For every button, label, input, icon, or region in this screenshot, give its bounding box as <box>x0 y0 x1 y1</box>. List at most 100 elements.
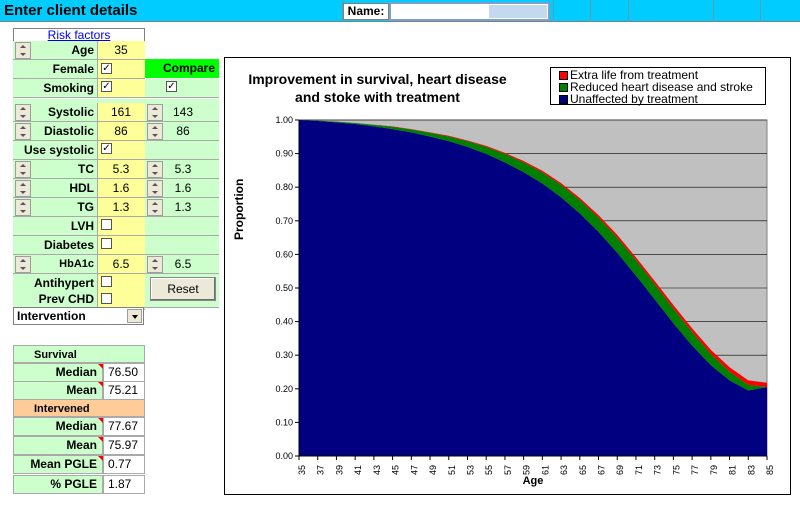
y-tick-label: 0.40 <box>275 317 293 327</box>
comment-marker-icon <box>98 382 103 387</box>
age-spinner[interactable] <box>15 42 31 59</box>
prev-chd-checkbox[interactable] <box>101 293 112 304</box>
tc-value[interactable]: 5.3 <box>112 162 130 176</box>
diabetes-checkbox[interactable] <box>101 238 112 249</box>
header-gridline <box>713 0 714 22</box>
x-tick-label: 55 <box>484 465 494 475</box>
median-value: 76.50 <box>103 363 145 382</box>
x-axis-label: Age <box>523 475 544 487</box>
age-label: Age <box>71 43 94 57</box>
tg-spinner[interactable] <box>15 199 31 216</box>
tc-compare-spinner[interactable] <box>147 161 163 178</box>
tg-value[interactable]: 1.3 <box>112 200 130 214</box>
tc-compare-value[interactable]: 5.3 <box>174 162 192 176</box>
x-tick-label: 65 <box>578 465 588 475</box>
systolic-compare-spinner[interactable] <box>147 104 163 121</box>
y-tick-label: 0.90 <box>275 149 293 159</box>
systolic-value[interactable]: 161 <box>110 105 132 119</box>
input-cell <box>97 160 145 179</box>
hba1c-spinner[interactable] <box>15 256 31 273</box>
hdl-label: HDL <box>69 181 94 195</box>
systolic-spinner[interactable] <box>15 104 31 121</box>
x-tick-label: 85 <box>765 465 775 475</box>
hdl-value[interactable]: 1.6 <box>112 181 130 195</box>
tc-spinner[interactable] <box>15 161 31 178</box>
lvh-checkbox[interactable] <box>101 219 112 230</box>
survival-header: Survival <box>13 345 145 363</box>
header-gridline <box>628 0 629 22</box>
hdl-spinner[interactable] <box>15 180 31 197</box>
hba1c-value[interactable]: 6.5 <box>112 257 130 271</box>
median-label: Median <box>13 363 103 382</box>
input-cell <box>97 198 145 217</box>
legend-label: Extra life from treatment <box>570 68 699 82</box>
compare-bg <box>145 179 219 198</box>
x-tick-label: 41 <box>353 465 363 475</box>
compare-bg <box>145 217 219 236</box>
x-tick-label: 69 <box>615 465 625 475</box>
x-tick-label: 43 <box>372 465 382 475</box>
tg-compare-spinner[interactable] <box>147 199 163 216</box>
intervention-select[interactable]: Intervention <box>13 307 144 325</box>
compare-bg <box>145 141 219 160</box>
diastolic-spinner[interactable] <box>15 123 31 140</box>
intervened-header: Intervened <box>13 399 145 417</box>
x-tick-label: 81 <box>728 465 738 475</box>
y-tick-label: 0.60 <box>275 249 293 259</box>
x-tick-label: 71 <box>634 465 644 475</box>
legend-swatch <box>559 71 568 80</box>
hdl-compare-spinner[interactable] <box>147 180 163 197</box>
compare-bg <box>145 103 219 122</box>
x-tick-label: 59 <box>522 465 532 475</box>
input-cell <box>97 179 145 198</box>
diastolic-compare-value[interactable]: 86 <box>176 124 190 138</box>
legend-swatch <box>559 83 568 92</box>
x-tick-label: 67 <box>597 465 607 475</box>
diastolic-compare-spinner[interactable] <box>147 123 163 140</box>
input-cell <box>97 255 145 274</box>
smoking-compare-checkbox[interactable]: ✓ <box>166 81 177 92</box>
legend-label: Reduced heart disease and stroke <box>570 80 753 94</box>
systolic-label: Systolic <box>47 105 94 119</box>
chevron-down-icon[interactable] <box>127 309 142 323</box>
int-median-value: 77.67 <box>103 417 145 436</box>
int-median-label: Median <box>13 417 103 436</box>
compare-header: Compare <box>145 59 219 78</box>
chart-legend: Extra life from treatment Reduced heart … <box>550 67 766 105</box>
systolic-compare-value[interactable]: 143 <box>172 105 194 119</box>
x-tick-label: 47 <box>409 465 419 475</box>
intervention-select-value: Intervention <box>17 309 86 323</box>
female-checkbox[interactable]: ✓ <box>101 63 112 74</box>
diastolic-value[interactable]: 86 <box>114 124 128 138</box>
y-tick-label: 0.70 <box>275 216 293 226</box>
page-title: Enter client details <box>4 2 138 19</box>
area-series-0 <box>299 120 767 456</box>
antihypert-label: Antihypert <box>34 276 94 290</box>
use-systolic-label: Use systolic <box>23 143 94 157</box>
x-tick-label: 79 <box>709 465 719 475</box>
antihypert-checkbox[interactable] <box>101 276 112 287</box>
reset-button[interactable]: Reset <box>150 277 216 301</box>
prev-chd-label: Prev CHD <box>38 292 94 306</box>
x-tick-label: 61 <box>540 465 550 475</box>
x-tick-label: 35 <box>297 465 307 475</box>
use-systolic-checkbox[interactable]: ✓ <box>101 143 112 154</box>
hba1c-compare-spinner[interactable] <box>147 256 163 273</box>
comment-marker-icon <box>98 456 103 461</box>
x-tick-label: 53 <box>465 465 475 475</box>
name-input[interactable] <box>389 2 550 21</box>
y-tick-label: 0.00 <box>275 451 293 461</box>
tg-compare-value[interactable]: 1.3 <box>174 200 192 214</box>
name-label: Name: <box>343 3 389 20</box>
age-value[interactable]: 35 <box>114 43 128 57</box>
hdl-compare-value[interactable]: 1.6 <box>174 181 192 195</box>
comment-marker-icon <box>98 364 103 369</box>
lvh-label: LVH <box>70 219 94 233</box>
tg-label: TG <box>77 200 94 214</box>
hba1c-compare-value[interactable]: 6.5 <box>174 257 192 271</box>
header-gridline <box>342 0 343 22</box>
x-tick-label: 83 <box>746 465 756 475</box>
input-cell <box>97 103 145 122</box>
smoking-checkbox[interactable]: ✓ <box>101 81 112 92</box>
